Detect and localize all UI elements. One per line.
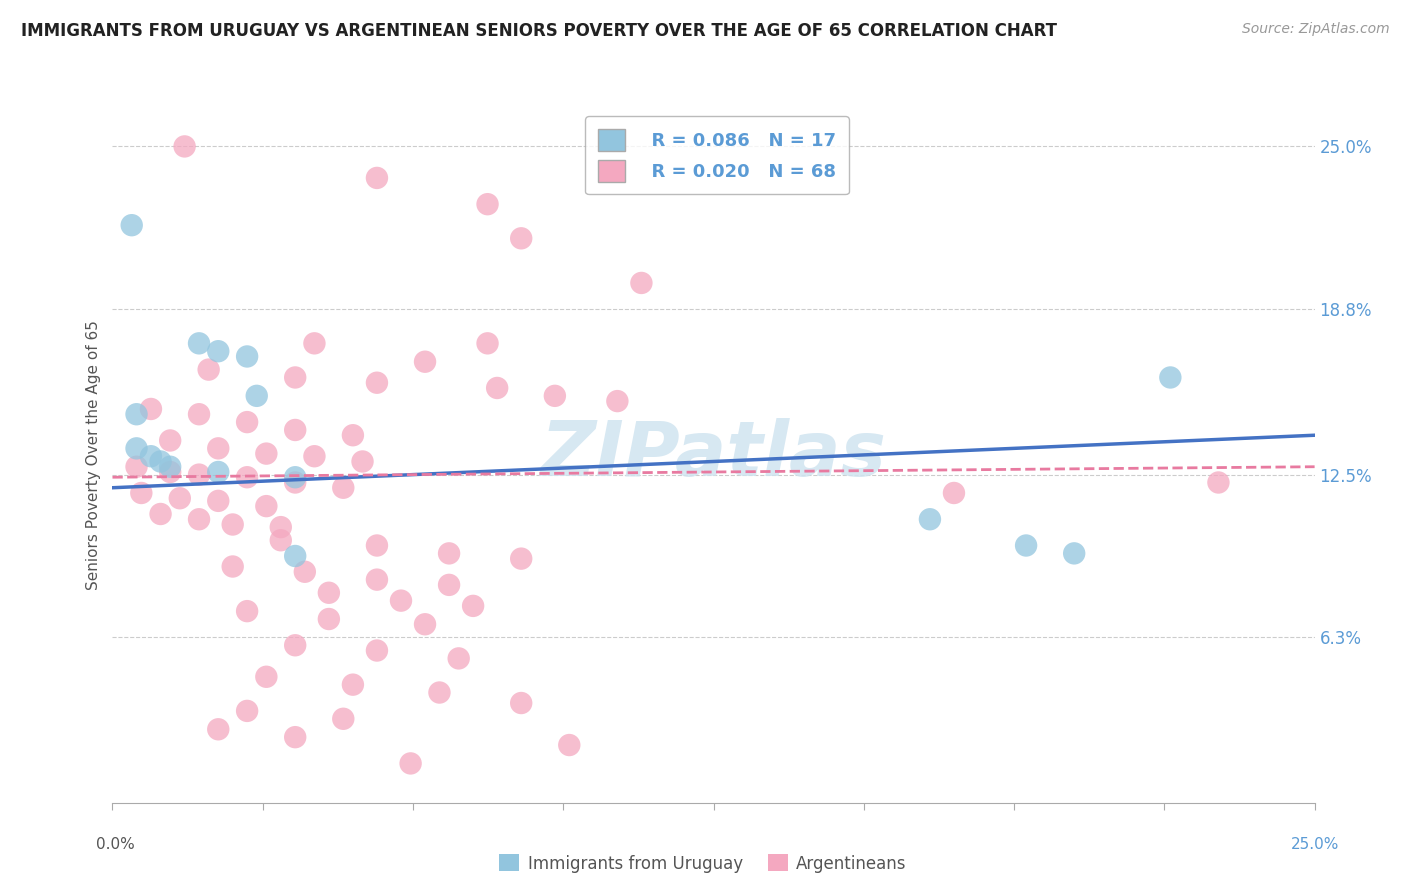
Point — [149, 507, 172, 521]
Point — [429, 685, 451, 699]
Point — [510, 551, 533, 566]
Point — [461, 599, 484, 613]
Point — [121, 218, 143, 232]
Point — [918, 512, 941, 526]
Point — [558, 738, 581, 752]
Y-axis label: Seniors Poverty Over the Age of 65: Seniors Poverty Over the Age of 65 — [86, 320, 101, 590]
Point — [437, 578, 460, 592]
Point — [284, 638, 307, 652]
Point — [222, 559, 245, 574]
Point — [284, 549, 307, 563]
Point — [1159, 370, 1181, 384]
Point — [630, 276, 652, 290]
Text: ZIPatlas: ZIPatlas — [540, 418, 887, 491]
Point — [352, 454, 374, 468]
Point — [294, 565, 316, 579]
Point — [254, 670, 277, 684]
Point — [270, 520, 292, 534]
Point — [207, 465, 229, 479]
Point — [188, 336, 211, 351]
Point — [477, 197, 499, 211]
Legend:   R = 0.086   N = 17,   R = 0.020   N = 68: R = 0.086 N = 17, R = 0.020 N = 68 — [585, 116, 849, 194]
Point — [139, 449, 162, 463]
Point — [270, 533, 292, 548]
Text: 0.0%: 0.0% — [96, 837, 135, 852]
Text: 25.0%: 25.0% — [1291, 837, 1339, 852]
Point — [1015, 539, 1038, 553]
Point — [486, 381, 509, 395]
Legend: Immigrants from Uruguay, Argentineans: Immigrants from Uruguay, Argentineans — [492, 847, 914, 880]
Point — [222, 517, 245, 532]
Point — [284, 475, 307, 490]
Point — [236, 415, 259, 429]
Point — [399, 756, 422, 771]
Point — [207, 344, 229, 359]
Point — [173, 139, 195, 153]
Point — [169, 491, 191, 506]
Point — [1063, 546, 1085, 560]
Point — [304, 336, 326, 351]
Point — [284, 370, 307, 384]
Point — [342, 428, 364, 442]
Point — [131, 486, 153, 500]
Point — [188, 512, 211, 526]
Point — [366, 573, 388, 587]
Point — [236, 704, 259, 718]
Point — [332, 712, 354, 726]
Point — [125, 459, 148, 474]
Point — [125, 442, 148, 456]
Point — [236, 350, 259, 364]
Point — [159, 465, 181, 479]
Point — [477, 336, 499, 351]
Point — [413, 355, 436, 369]
Point — [246, 389, 269, 403]
Point — [304, 449, 326, 463]
Point — [125, 407, 148, 421]
Point — [207, 723, 229, 737]
Point — [284, 423, 307, 437]
Point — [366, 643, 388, 657]
Point — [606, 394, 628, 409]
Point — [366, 170, 388, 185]
Point — [207, 442, 229, 456]
Point — [437, 546, 460, 560]
Point — [254, 447, 277, 461]
Text: IMMIGRANTS FROM URUGUAY VS ARGENTINEAN SENIORS POVERTY OVER THE AGE OF 65 CORREL: IMMIGRANTS FROM URUGUAY VS ARGENTINEAN S… — [21, 22, 1057, 40]
Point — [447, 651, 470, 665]
Point — [197, 362, 219, 376]
Point — [284, 730, 307, 744]
Point — [318, 586, 340, 600]
Point — [236, 470, 259, 484]
Point — [254, 499, 277, 513]
Point — [159, 434, 181, 448]
Point — [284, 470, 307, 484]
Point — [139, 401, 162, 416]
Point — [188, 407, 211, 421]
Point — [389, 593, 412, 607]
Point — [366, 376, 388, 390]
Point — [510, 231, 533, 245]
Point — [942, 486, 965, 500]
Point — [413, 617, 436, 632]
Point — [342, 678, 364, 692]
Point — [149, 454, 172, 468]
Point — [207, 494, 229, 508]
Point — [510, 696, 533, 710]
Point — [332, 481, 354, 495]
Point — [318, 612, 340, 626]
Point — [366, 539, 388, 553]
Point — [236, 604, 259, 618]
Point — [188, 467, 211, 482]
Point — [1208, 475, 1230, 490]
Point — [159, 459, 181, 474]
Point — [544, 389, 567, 403]
Text: Source: ZipAtlas.com: Source: ZipAtlas.com — [1241, 22, 1389, 37]
